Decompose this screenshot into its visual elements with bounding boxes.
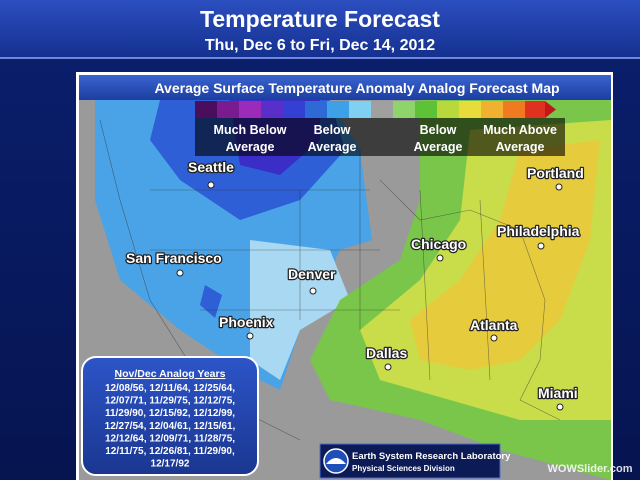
legend-box bbox=[195, 118, 565, 156]
yellow-region bbox=[410, 140, 600, 370]
city-label: Miami bbox=[538, 385, 578, 401]
legend-label: Average bbox=[308, 140, 357, 154]
analog-year-line: 12/17/92 bbox=[151, 459, 190, 470]
city-label: Chicago bbox=[411, 236, 466, 252]
city-label: Phoenix bbox=[219, 314, 274, 330]
analog-title: Nov/Dec Analog Years bbox=[115, 368, 226, 380]
city-dot bbox=[176, 269, 184, 277]
city-label: Portland bbox=[527, 165, 584, 181]
state-lines bbox=[150, 150, 491, 381]
analog-year-line: 12/11/75, 12/26/81, 11/29/90, bbox=[105, 446, 235, 457]
boundaries bbox=[99, 119, 561, 441]
analog-year-line: 11/29/90, 12/15/92, 12/12/99, bbox=[105, 408, 235, 419]
legend-label: Average bbox=[496, 140, 545, 154]
city-label: Denver bbox=[288, 266, 336, 282]
header-bar bbox=[0, 0, 640, 58]
legend-label: Much Above bbox=[483, 123, 557, 137]
analog-year-line: 12/07/71, 11/29/75, 12/12/75, bbox=[105, 396, 235, 407]
analog-year-line: 12/12/64, 12/09/71, 11/28/75, bbox=[105, 433, 235, 444]
city-dot bbox=[207, 181, 215, 189]
city-dot bbox=[556, 403, 564, 411]
city-dot bbox=[309, 287, 317, 295]
analog-years: 12/08/56, 12/11/64, 12/25/64, 12/07/71, 1… bbox=[105, 383, 236, 470]
legend-label: Average bbox=[226, 140, 275, 154]
subtitle: Thu, Dec 6 to Fri, Dec 14, 2012 bbox=[205, 37, 435, 54]
legend-label: Average bbox=[414, 140, 463, 154]
map-title-bar bbox=[79, 75, 611, 100]
legend: Much Below Average Below Average Below A… bbox=[214, 123, 557, 154]
city-dot bbox=[384, 363, 392, 371]
title: Temperature Forecast bbox=[200, 6, 440, 32]
city-dot bbox=[555, 183, 563, 191]
cities: Seattle Portland Chicago Philadelphia San Fr… bbox=[125, 158, 585, 411]
legend-label: Much Below bbox=[214, 123, 287, 137]
city-dot bbox=[490, 334, 498, 342]
city-label: Dallas bbox=[366, 345, 407, 361]
color-scale bbox=[195, 101, 556, 118]
city-label: Atlanta bbox=[470, 317, 518, 333]
footer-division: Physical Sciences Division bbox=[352, 464, 455, 473]
analog-box bbox=[81, 356, 259, 476]
city-dot bbox=[436, 254, 444, 262]
city-dot bbox=[246, 332, 254, 340]
analog-year-line: 12/27/54, 12/04/61, 12/15/61, bbox=[105, 421, 236, 432]
legend-label: Below bbox=[314, 123, 351, 137]
legend-label: Below bbox=[420, 123, 457, 137]
city-dot bbox=[537, 242, 545, 250]
footer-org: Earth System Research Laboratory bbox=[352, 451, 511, 462]
map-title: Average Surface Temperature Anomaly Anal… bbox=[154, 80, 559, 96]
noaa-logo-bird bbox=[326, 458, 346, 464]
city-label: San Francisco bbox=[126, 250, 222, 266]
city-label: Philadelphia bbox=[497, 223, 580, 239]
analog-year-line: 12/08/56, 12/11/64, 12/25/64, bbox=[105, 383, 235, 394]
footer-box bbox=[319, 443, 501, 479]
city-label: Seattle bbox=[188, 159, 234, 175]
watermark: WOWSlider.com bbox=[548, 463, 633, 475]
